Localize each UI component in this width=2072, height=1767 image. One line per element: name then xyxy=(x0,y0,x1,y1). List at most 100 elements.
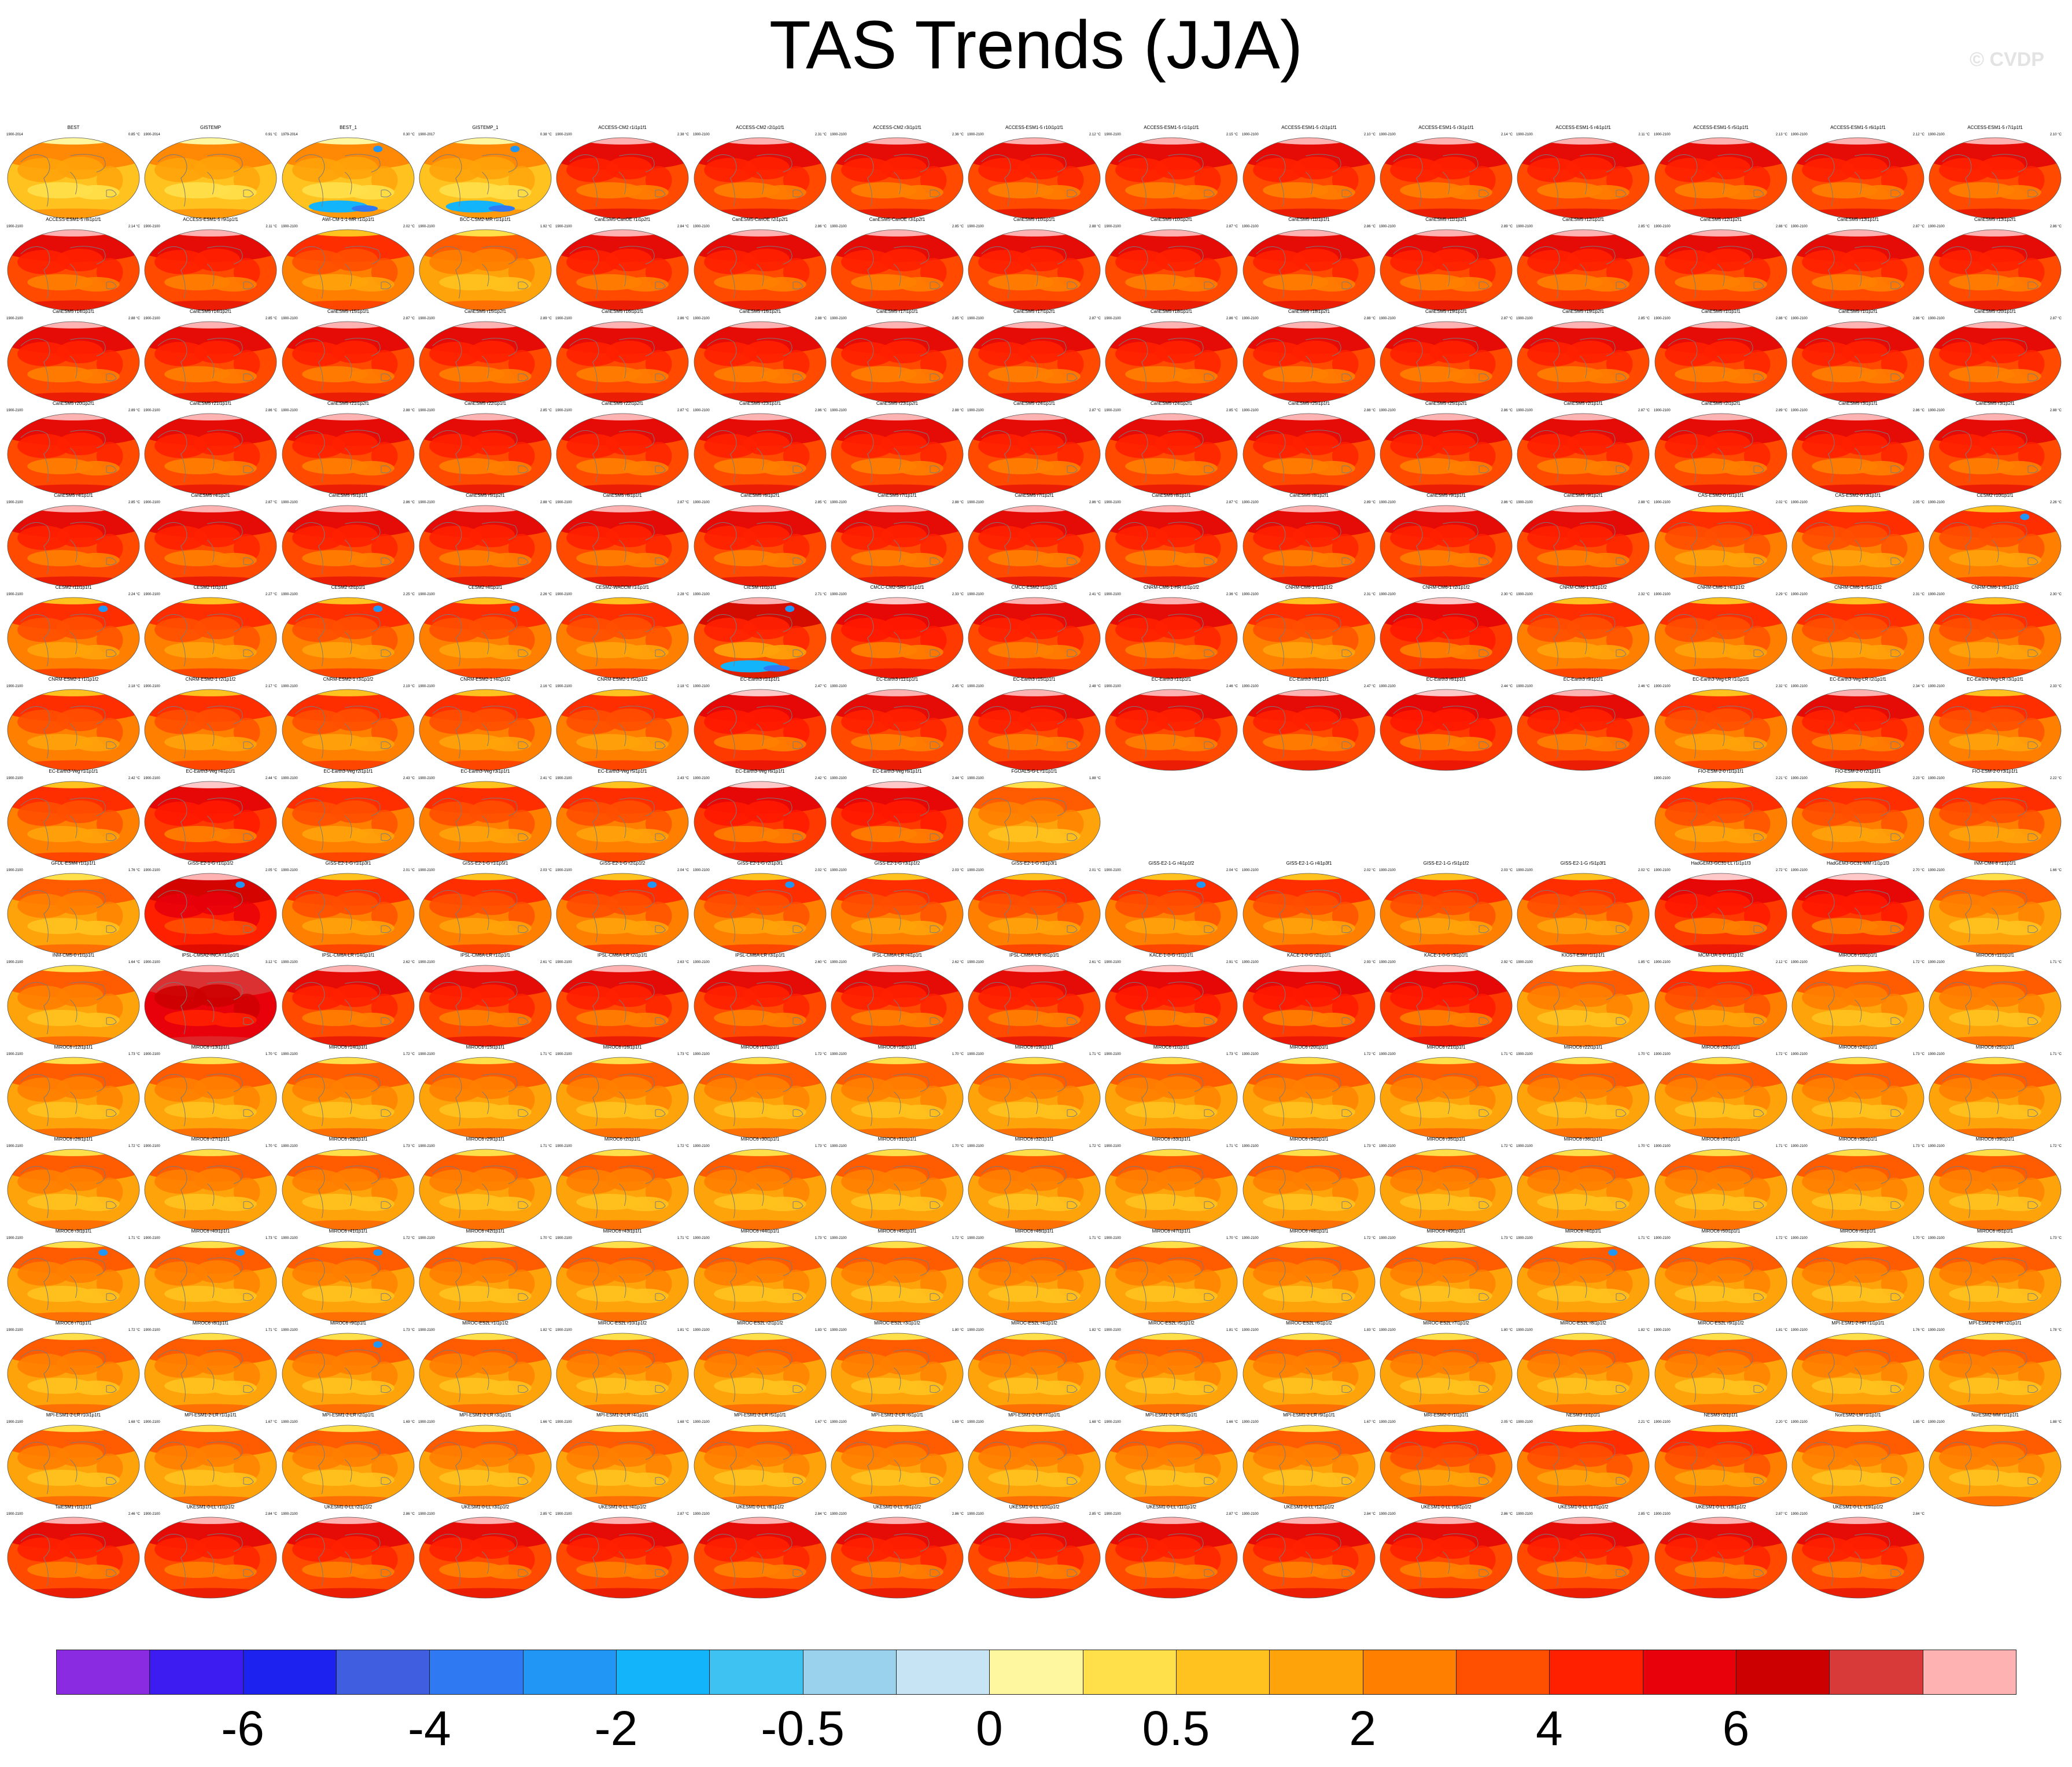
panel-range: 1900-2100 xyxy=(1654,1421,1671,1424)
panel-range: 1900-2100 xyxy=(1654,317,1671,320)
panel-trend: 2.04 °C xyxy=(1226,869,1238,872)
map-field xyxy=(8,597,139,678)
panel-trend: 1.82 °C xyxy=(1089,1329,1101,1332)
panel-range: 1900-2100 xyxy=(418,961,435,964)
panel-trend: 2.89 °C xyxy=(540,317,552,320)
panel-trend: 1.85 °C xyxy=(1638,961,1650,964)
colorbar-box xyxy=(1362,1650,1457,1695)
coastlines xyxy=(706,614,803,667)
map-panel: MIROC6 r39i1p1f1 1900-2100 1.72 °C xyxy=(1927,1135,2063,1231)
coastlines xyxy=(295,338,392,391)
panel-trend: 2.29 °C xyxy=(1776,593,1788,596)
panel-title: CanESM5 r21i1p1f1 xyxy=(190,401,232,406)
panel-title: CIESM r1i1p1f1 xyxy=(743,585,776,590)
panel-range: 1900-2100 xyxy=(1379,133,1396,137)
panel-trend: 1.72 °C xyxy=(1776,1237,1788,1240)
panel-trend: 2.86 °C xyxy=(403,1513,415,1516)
panel-title: FGOALS-G-L r1i1p1f1 xyxy=(1011,769,1057,774)
panel-title: MIROC6 r17i1p1f1 xyxy=(740,1045,779,1050)
panel-range: 1900-2100 xyxy=(1928,961,1945,964)
panel-title: ACCESS-ESM1-5 r6i1p1f1 xyxy=(1830,125,1886,130)
panel-title: CanESM5 r9i1p1f1 xyxy=(1426,493,1466,498)
map-field xyxy=(1517,230,1650,311)
map-field xyxy=(1517,597,1650,678)
panel-trend: 1.72 °C xyxy=(1776,1053,1788,1056)
map-panel: CanESM5 r21i1p2f1 1900-2100 2.88 °C xyxy=(281,400,416,496)
map-field xyxy=(1929,230,2062,311)
coastlines xyxy=(157,522,254,575)
map-panel: CanESM5 r22i1p2f1 1900-2100 2.87 °C xyxy=(555,400,690,496)
panel-trend: 2.71 °C xyxy=(814,593,827,596)
panel-range: 1900-2100 xyxy=(1791,133,1808,137)
panel-title: KACE-1-0-G r2i1p1f1 xyxy=(1287,953,1332,958)
panel-title: CanESM5 r7i1p1f1 xyxy=(878,493,917,498)
panel-trend: 2.84 °C xyxy=(266,1513,278,1516)
panel-trend: 2.89 °C xyxy=(1776,409,1788,412)
coastlines xyxy=(1668,1349,1764,1403)
panel-trend: 2.89 °C xyxy=(1501,225,1513,228)
panel-range: 1900-2100 xyxy=(1654,1237,1671,1240)
map-field xyxy=(1791,1149,1924,1230)
panel-range: 1900-2100 xyxy=(1516,317,1533,320)
map-panel: MPI-ESM1-2-LR r3i1p1f1 1900-2100 1.66 °C xyxy=(418,1411,553,1507)
panel-trend: 2.18 °C xyxy=(677,685,690,688)
map-panel: IPSL-CM5A2-INCA r1i1p1f1 1900-2100 3.12 °C xyxy=(143,951,278,1047)
map-field xyxy=(1105,1425,1238,1506)
colorbar-box xyxy=(1456,1650,1550,1695)
panel-title: BEST_1 xyxy=(340,125,357,130)
panel-range: 1900-2100 xyxy=(1379,593,1396,596)
map-field xyxy=(282,873,414,954)
panel-range: 1900-2100 xyxy=(1791,1513,1808,1516)
panel-title: GISS-E2-1-G r1i1p3f1 xyxy=(325,861,371,866)
panel-trend: 0.91 °C xyxy=(266,133,278,137)
map-field xyxy=(556,322,689,403)
panel-title: EC-Earth3 r11i1p1f1 xyxy=(876,677,919,682)
panel-range: 1900-2100 xyxy=(1516,1237,1533,1240)
panel-range: 1900-2100 xyxy=(830,593,847,596)
panel-range: 1900-2100 xyxy=(1379,1421,1396,1424)
panel-trend: 2.63 °C xyxy=(677,961,690,964)
panel-trend: 1.70 °C xyxy=(1638,1145,1650,1148)
coastlines xyxy=(1118,246,1215,299)
panel-range: 1900-2100 xyxy=(693,869,710,872)
coastlines xyxy=(432,522,529,575)
panel-trend: 1.72 °C xyxy=(128,1329,141,1332)
panel-trend: 2.86 °C xyxy=(952,1513,964,1516)
map-field xyxy=(1243,1057,1375,1138)
panel-title: EC-Earth3 r1i1p1f1 xyxy=(740,677,780,682)
map-panel: CanESM5 r1i1p2f1 1900-2100 2.86 °C xyxy=(1790,308,1926,404)
panel-trend: 1.72 °C xyxy=(677,1145,690,1148)
map-panel: MIROC6 r35i1p1f1 1900-2100 1.72 °C xyxy=(1378,1135,1514,1231)
colorbar-box xyxy=(1829,1650,1923,1695)
map-field xyxy=(556,873,689,954)
panel-range: 1900-2100 xyxy=(1379,409,1396,412)
panel-trend: 2.87 °C xyxy=(1226,1513,1238,1516)
map-field xyxy=(694,597,826,678)
map-field xyxy=(1791,781,1924,862)
map-panel: MIROC-ES2L r1i1p1f2 1900-2100 1.82 °C xyxy=(418,1319,553,1415)
panel-range: 1900-2100 xyxy=(967,593,984,596)
map-panel: UKESM1-0-LL r4i1p1f2 1900-2100 2.87 °C xyxy=(555,1503,690,1599)
map-panel: EC-Earth3-Veg r6i1p1f1 1900-2100 2.44 °C xyxy=(829,768,965,864)
coastlines xyxy=(1530,154,1627,207)
map-panel: CanESM5 r5i1p2f1 1900-2100 2.88 °C xyxy=(418,492,553,588)
panel-trend: 1.73 °C xyxy=(1226,1053,1238,1056)
map-panel: MIROC6 r15i1p1f1 1900-2100 1.71 °C xyxy=(418,1043,553,1139)
map-panel: MIROC6 r43i1p1f1 1900-2100 1.71 °C xyxy=(555,1227,690,1323)
panel-trend: 2.85 °C xyxy=(128,501,141,504)
panel-title: IPSL-CM6A-LR r14i1p1f1 xyxy=(322,953,374,958)
